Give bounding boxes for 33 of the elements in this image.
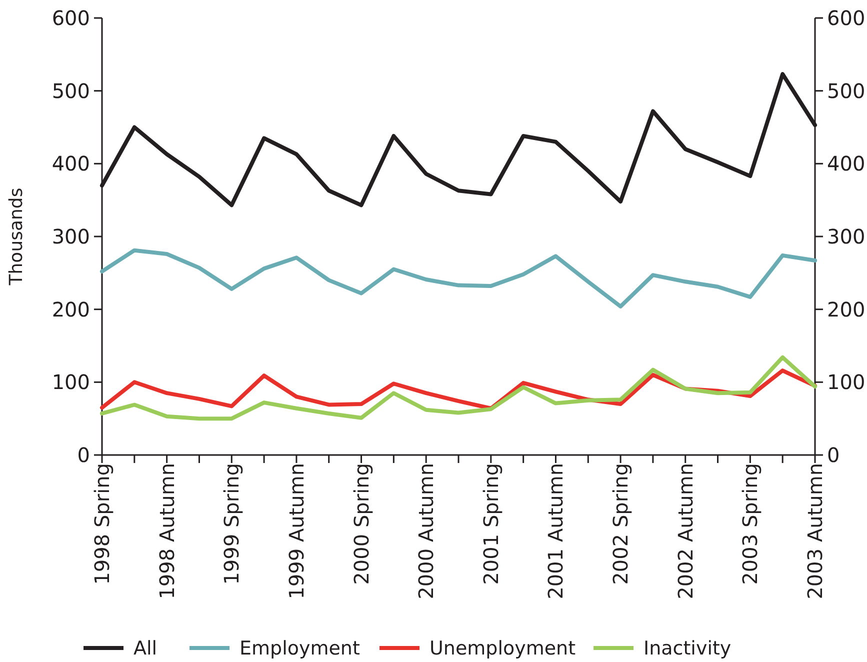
y2-tick-label: 300 [827,224,866,248]
y-tick-label: 500 [52,78,90,103]
line-series [100,355,817,421]
x-tick-label: 1998 Autumn [154,463,179,600]
x-tick-label: 1998 Spring [90,463,114,585]
y2-tick-label: 500 [827,78,866,103]
x-tick-label: 2000 Autumn [414,463,438,600]
legend-label: All [134,638,158,660]
x-tick-label: 2001 Autumn [544,463,568,600]
y-tick-label: 200 [52,297,90,322]
legend-label: Unemployment [430,638,576,660]
y-tick-label: 400 [52,152,90,176]
x-tick-label: 2001 Spring [478,463,503,585]
x-tick-label: 1999 Spring [220,463,244,585]
y-axis-title: Thousands [6,188,27,286]
line-series [100,248,817,308]
y2-tick-label: 600 [827,6,866,30]
legend-label: Employment [240,638,360,660]
x-tick-label: 2003 Autumn [803,463,827,600]
y-tick-label: 300 [52,224,90,248]
x-tick-label: 2000 Spring [349,463,374,585]
legend-label: Inactivity [644,638,732,660]
x-tick-label: 2002 Autumn [673,463,698,600]
y2-tick-label: 400 [827,152,866,176]
y2-tick-label: 0 [827,443,840,467]
x-tick-label: 2002 Spring [608,463,633,585]
y2-tick-label: 200 [827,297,866,322]
y2-tick-label: 100 [827,370,866,394]
x-tick-label: 1999 Autumn [284,463,308,600]
y-tick-label: 600 [52,6,90,30]
y-tick-label: 0 [77,443,90,467]
x-tick-label: 2003 Spring [738,463,762,585]
y-tick-label: 100 [52,370,90,394]
